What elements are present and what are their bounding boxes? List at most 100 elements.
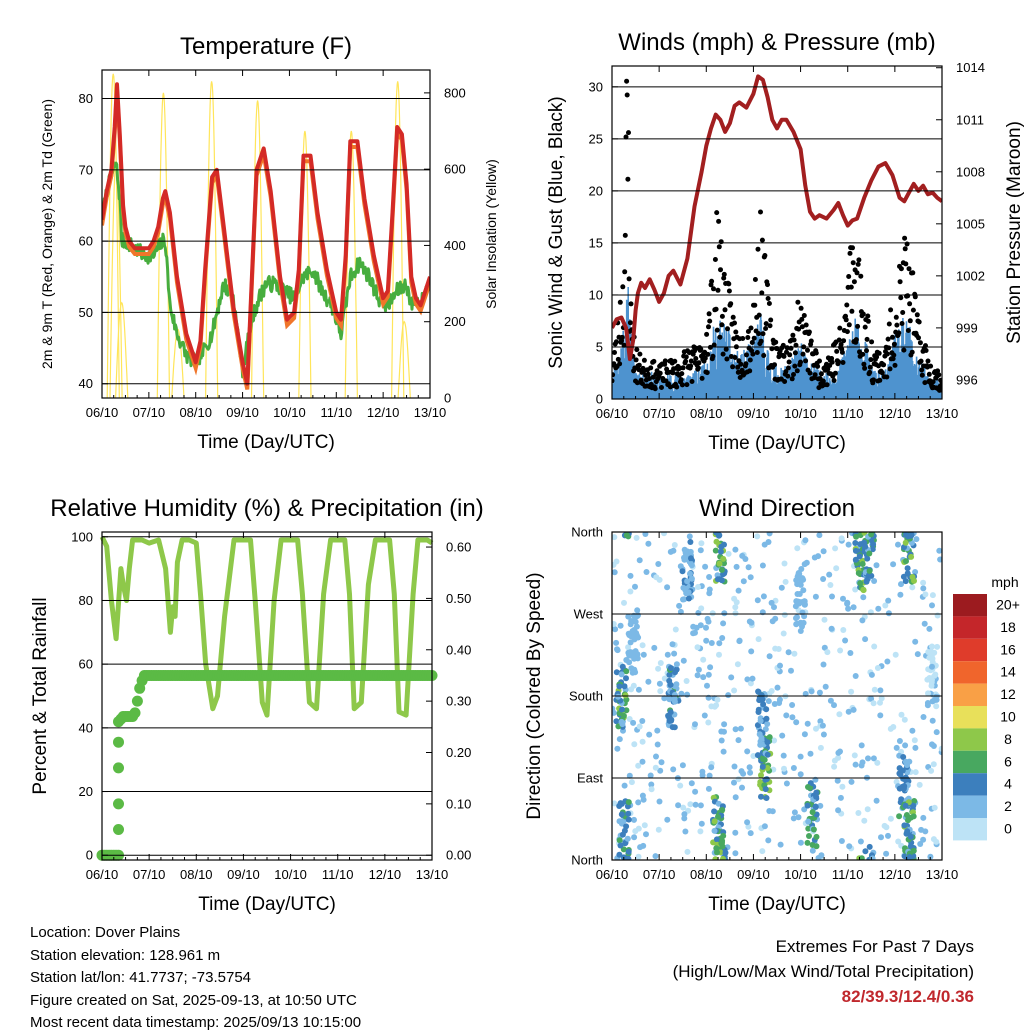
direction-point xyxy=(617,622,624,629)
direction-point xyxy=(671,650,678,657)
gust-point xyxy=(792,363,798,369)
wind-y-tick-label: 5 xyxy=(596,339,603,354)
gust-point xyxy=(699,375,705,381)
gust-point xyxy=(696,360,702,366)
gust-point xyxy=(914,312,920,318)
rh-y2-tick-label: 0.30 xyxy=(446,694,471,709)
direction-point xyxy=(732,850,739,857)
gust-point xyxy=(760,331,766,337)
direction-point xyxy=(799,609,806,616)
direction-point xyxy=(706,590,713,597)
direction-point xyxy=(896,738,903,744)
direction-point xyxy=(836,711,843,718)
gust-point xyxy=(919,372,925,378)
gust-point xyxy=(869,339,875,345)
direction-point xyxy=(630,719,637,726)
gust-point xyxy=(627,320,633,326)
direction-point xyxy=(735,587,742,594)
precip-point xyxy=(131,695,143,707)
direction-point xyxy=(612,621,617,627)
direction-point xyxy=(868,695,875,702)
direction-point xyxy=(747,769,754,776)
gust-point xyxy=(758,338,764,344)
direction-point xyxy=(632,828,639,835)
wind-y2-tick-label: 1002 xyxy=(956,268,985,283)
speed-legend-swatch xyxy=(953,638,987,662)
rh-y2-tick-label: 0.40 xyxy=(446,642,471,657)
rh-y2-tick-label: 0.10 xyxy=(446,796,471,811)
direction-point xyxy=(626,652,633,659)
dir-x-tick-label: 06/10 xyxy=(596,867,629,882)
gust-point xyxy=(706,311,712,317)
gust-point xyxy=(818,371,824,377)
direction-point xyxy=(639,642,646,649)
direction-point xyxy=(797,839,804,846)
direction-point xyxy=(681,815,688,822)
gust-point xyxy=(879,370,885,376)
gust-point xyxy=(710,353,716,359)
gust-point xyxy=(763,321,769,327)
direction-point xyxy=(893,744,900,751)
direction-point xyxy=(797,628,804,634)
direction-point xyxy=(738,768,745,775)
wind-y-tick-label: 20 xyxy=(589,183,603,198)
gust-point xyxy=(871,377,876,383)
gust-point xyxy=(773,339,779,345)
gust-point xyxy=(899,321,905,326)
direction-point xyxy=(852,586,859,593)
direction-point xyxy=(883,850,890,857)
dir-xlabel: Time (Day/UTC) xyxy=(708,894,846,915)
direction-point xyxy=(718,737,725,744)
precip-point xyxy=(113,716,124,728)
gust-point xyxy=(849,308,855,314)
direction-point xyxy=(930,836,937,843)
direction-point xyxy=(711,808,718,815)
gust-point xyxy=(738,361,744,367)
direction-point xyxy=(862,848,869,855)
gust-point xyxy=(796,326,802,332)
precip-point xyxy=(113,736,124,748)
direction-point xyxy=(661,675,668,682)
temp-x-tick-label: 13/10 xyxy=(414,405,447,420)
direction-point xyxy=(928,767,935,774)
gust-point xyxy=(906,266,912,272)
dir-y-tick-label: South xyxy=(569,689,603,704)
temp-y-tick-label: 80 xyxy=(79,91,93,106)
gust-point xyxy=(683,354,689,360)
gust-point xyxy=(865,318,871,324)
gust-point xyxy=(886,345,892,351)
speed-legend-swatch xyxy=(953,750,987,774)
direction-point xyxy=(764,751,771,758)
gust-point xyxy=(782,379,788,384)
gust-point xyxy=(928,363,934,369)
direction-point xyxy=(804,720,811,727)
direction-point xyxy=(712,856,719,860)
gust-point xyxy=(622,269,628,275)
direction-point xyxy=(903,558,909,565)
direction-point xyxy=(912,769,919,776)
direction-point xyxy=(748,648,755,655)
direction-point xyxy=(640,651,647,658)
direction-point xyxy=(765,698,772,705)
gust-point xyxy=(740,336,746,341)
rh-y-tick-label: 80 xyxy=(79,593,93,608)
direction-point xyxy=(797,771,804,778)
direction-point xyxy=(870,700,877,707)
gust-point xyxy=(837,325,843,331)
direction-point xyxy=(794,599,801,606)
direction-point xyxy=(763,795,770,801)
direction-point xyxy=(796,591,803,597)
direction-point xyxy=(639,718,646,724)
direction-point xyxy=(646,731,653,738)
direction-point xyxy=(621,782,628,789)
direction-point xyxy=(704,615,711,622)
direction-point xyxy=(758,772,764,779)
gust-point xyxy=(923,348,929,353)
gust-point xyxy=(765,282,770,288)
gust-point xyxy=(641,357,647,363)
direction-point xyxy=(681,596,688,603)
direction-point xyxy=(797,753,804,760)
direction-point xyxy=(614,745,621,752)
dir-y-tick-label: East xyxy=(577,771,603,786)
direction-point xyxy=(698,605,705,612)
